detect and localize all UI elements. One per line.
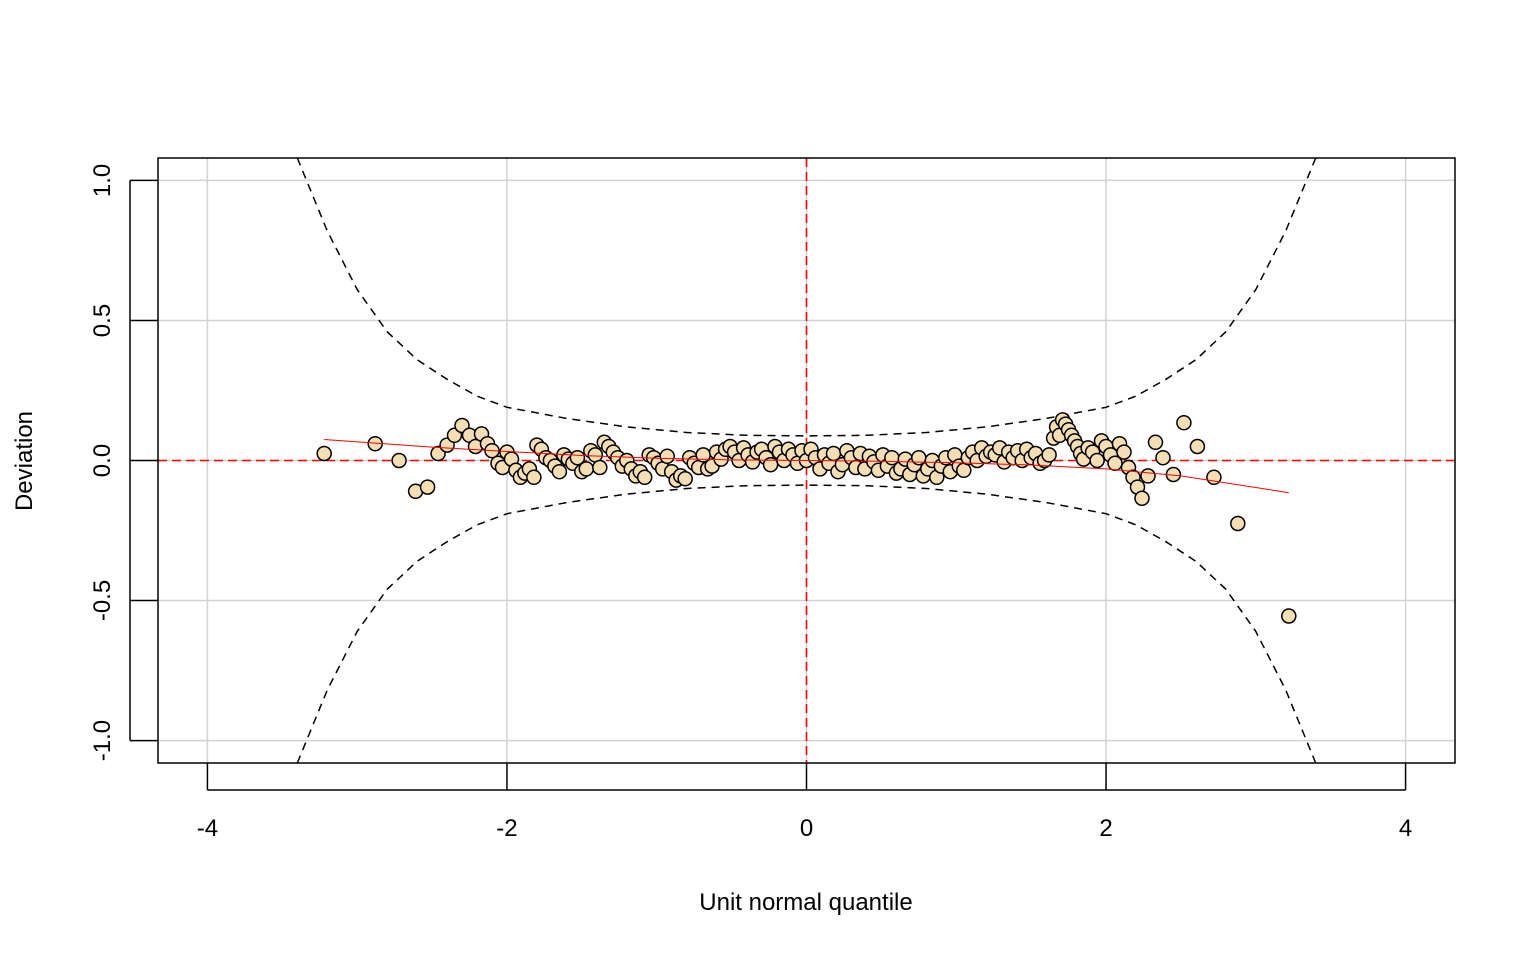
data-point xyxy=(677,470,693,487)
trend-line-group xyxy=(324,439,1289,494)
y-tick-label: -1.0 xyxy=(89,720,116,761)
data-point xyxy=(1147,434,1164,451)
data-point xyxy=(659,448,675,465)
data-point xyxy=(592,459,608,476)
x-tick-label: 2 xyxy=(1099,815,1112,842)
y-tick-label: 1.0 xyxy=(89,164,116,197)
x-axis-label: Unit normal quantile xyxy=(699,889,912,916)
data-point xyxy=(316,445,332,462)
data-point xyxy=(1089,452,1105,469)
data-point xyxy=(636,469,653,486)
x-tick-label: 4 xyxy=(1399,815,1412,842)
data-point xyxy=(551,463,568,480)
data-point xyxy=(1230,515,1246,532)
y-tick-label: 0.5 xyxy=(89,304,116,337)
x-tick-label: 0 xyxy=(800,815,813,842)
y-axis-label: Deviation xyxy=(11,411,38,511)
x-tick-label: -2 xyxy=(496,815,517,842)
data-point xyxy=(1155,449,1171,466)
trend-line xyxy=(324,439,1289,494)
data-point xyxy=(1189,438,1206,455)
data-point xyxy=(419,479,436,495)
data-point xyxy=(1176,414,1192,431)
data-point xyxy=(569,449,586,466)
data-point xyxy=(578,461,595,477)
x-tick-label: -4 xyxy=(197,815,218,842)
y-tick-label: -0.5 xyxy=(89,580,116,621)
data-point xyxy=(1116,444,1132,460)
y-tick-label: 0.0 xyxy=(89,444,116,477)
data-point xyxy=(1041,447,1057,463)
axes: -4 -2 0 2 4 -1.0 -0.5 0.0 0.5 1.0 xyxy=(89,164,1412,842)
data-point xyxy=(1281,608,1297,624)
data-point xyxy=(391,452,407,469)
data-point xyxy=(526,469,542,486)
data-point xyxy=(1134,490,1150,507)
data-point xyxy=(1140,468,1156,484)
